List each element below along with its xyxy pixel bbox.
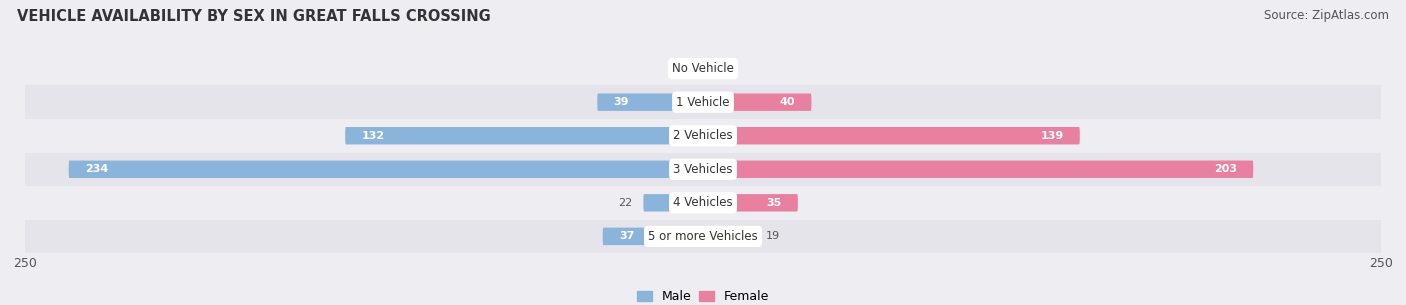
Text: Source: ZipAtlas.com: Source: ZipAtlas.com bbox=[1264, 9, 1389, 22]
Text: 5 or more Vehicles: 5 or more Vehicles bbox=[648, 230, 758, 243]
Text: 1 Vehicle: 1 Vehicle bbox=[676, 96, 730, 109]
FancyBboxPatch shape bbox=[703, 228, 755, 245]
Text: 22: 22 bbox=[619, 198, 633, 208]
Legend: Male, Female: Male, Female bbox=[637, 290, 769, 303]
Text: 139: 139 bbox=[1040, 131, 1063, 141]
Text: 203: 203 bbox=[1213, 164, 1237, 174]
FancyBboxPatch shape bbox=[644, 194, 703, 212]
Bar bbox=[25, 85, 1381, 119]
Text: 35: 35 bbox=[766, 198, 782, 208]
Bar bbox=[25, 52, 1381, 85]
Text: 234: 234 bbox=[84, 164, 108, 174]
Text: 2 Vehicles: 2 Vehicles bbox=[673, 129, 733, 142]
Bar bbox=[25, 220, 1381, 253]
Text: 40: 40 bbox=[780, 97, 796, 107]
Text: 19: 19 bbox=[765, 231, 779, 241]
Text: 4 Vehicles: 4 Vehicles bbox=[673, 196, 733, 209]
FancyBboxPatch shape bbox=[69, 160, 703, 178]
Text: 39: 39 bbox=[613, 97, 628, 107]
Text: 37: 37 bbox=[619, 231, 634, 241]
FancyBboxPatch shape bbox=[603, 228, 703, 245]
Bar bbox=[25, 186, 1381, 220]
Text: 132: 132 bbox=[361, 131, 385, 141]
FancyBboxPatch shape bbox=[703, 160, 1253, 178]
Bar bbox=[25, 119, 1381, 152]
Text: 0: 0 bbox=[685, 64, 692, 74]
FancyBboxPatch shape bbox=[703, 194, 797, 212]
Text: VEHICLE AVAILABILITY BY SEX IN GREAT FALLS CROSSING: VEHICLE AVAILABILITY BY SEX IN GREAT FAL… bbox=[17, 9, 491, 24]
FancyBboxPatch shape bbox=[346, 127, 703, 145]
FancyBboxPatch shape bbox=[703, 93, 811, 111]
Text: No Vehicle: No Vehicle bbox=[672, 62, 734, 75]
Bar bbox=[25, 152, 1381, 186]
FancyBboxPatch shape bbox=[598, 93, 703, 111]
Text: 3 Vehicles: 3 Vehicles bbox=[673, 163, 733, 176]
FancyBboxPatch shape bbox=[703, 127, 1080, 145]
Text: 0: 0 bbox=[714, 64, 721, 74]
